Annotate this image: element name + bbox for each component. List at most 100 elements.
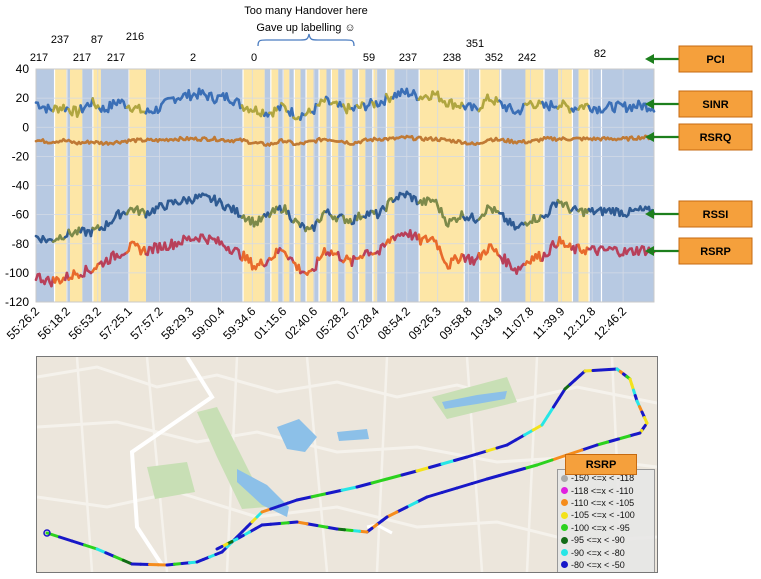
legend-label: -100 <=x < -95 [571, 522, 630, 533]
route-segment [405, 500, 419, 509]
route-segment [58, 535, 74, 543]
route-segment [546, 405, 555, 418]
series-segment [290, 107, 295, 119]
series-segment [108, 252, 113, 265]
x-tick-label: 02:40.6 [282, 304, 320, 342]
map-water [442, 391, 507, 409]
plot-frame [35, 68, 655, 303]
legend-item: -80 <=x < -50 [558, 559, 654, 571]
arrow-head-icon [645, 54, 654, 64]
series-segment [312, 221, 318, 232]
route-segment [540, 414, 550, 427]
pci-label: 2 [190, 52, 196, 64]
pci-label: 82 [594, 48, 606, 60]
series-rssi [34, 190, 656, 244]
series-segment [537, 250, 543, 262]
legend-item: -95 <=x < -90 [558, 534, 654, 546]
x-tick-label: 11:39.9 [530, 304, 568, 342]
legend-dot-icon [561, 474, 568, 482]
route-segment [498, 470, 514, 477]
annotation-line-1: Too many Handover here [244, 5, 368, 17]
series-segment [448, 257, 453, 270]
x-axis-ticks: 55:26.256:18.256:53.257:25.157:57.258:29… [4, 304, 630, 342]
arrow-head-icon [645, 99, 654, 109]
x-tick-label: 05:28.2 [313, 304, 351, 342]
route-segment [470, 477, 489, 485]
callout-label: RSSI [703, 209, 729, 221]
route-segment [440, 459, 456, 466]
x-tick-label: 55:26.2 [4, 304, 42, 342]
route-segment [310, 492, 329, 499]
map-park [147, 462, 195, 499]
route-segment [428, 462, 444, 469]
route-segment [523, 428, 535, 437]
legend-dot-icon [561, 561, 568, 569]
legend-dot-icon [561, 511, 568, 519]
route-segment [595, 440, 610, 447]
map-water [277, 419, 317, 452]
y-tick-label: 0 [22, 120, 29, 134]
series-segment [378, 244, 383, 256]
route-segment [535, 458, 554, 467]
rsrp-legend: -150 <=x < -118 -118 <=x < -110 -110 <=x <… [557, 469, 655, 572]
arrow-head-icon [645, 209, 654, 219]
route-segment [531, 423, 544, 432]
callout-box [678, 237, 753, 265]
route-segment [455, 482, 474, 490]
series-segment [547, 244, 553, 256]
route-segment [485, 474, 501, 481]
callout-box [678, 90, 753, 118]
route-segment [325, 488, 344, 495]
series-segment [573, 243, 579, 255]
x-tick-label: 09:58.8 [437, 304, 475, 342]
series-segment [127, 241, 132, 253]
callout-sinr: SINR [645, 90, 753, 118]
route-segment [113, 555, 125, 562]
legend-item: -110 <=x < -105 [558, 497, 654, 509]
series-segment [70, 105, 76, 117]
x-tick-label: 11:07.8 [499, 304, 537, 342]
map-street [37, 490, 657, 544]
route-segment [295, 495, 314, 502]
y-tick-label: -120 [5, 295, 29, 309]
series-rsrq [34, 134, 656, 147]
route-segment [510, 467, 526, 474]
legend-dot-icon [561, 549, 568, 557]
pci-label: 0 [251, 52, 257, 64]
route-segment [355, 481, 374, 489]
x-tick-label: 58:29.3 [158, 304, 196, 342]
pci-label: 237 [51, 34, 69, 46]
route-segment [425, 491, 444, 499]
legend-item: -100 <=x < -95 [558, 522, 654, 534]
route-segment [475, 449, 489, 456]
route-segment [415, 495, 429, 504]
legend-item: -118 <=x < -110 [558, 484, 654, 496]
pci-label: 217 [73, 52, 91, 64]
annotation-brace [257, 33, 355, 47]
y-tick-label: -20 [12, 149, 30, 163]
route-segment [465, 452, 479, 459]
route-segment [215, 545, 224, 551]
callout-pci: PCI [645, 45, 753, 73]
route-segment [315, 524, 329, 529]
legend-label: -118 <=x < -110 [571, 485, 634, 496]
series-segment [237, 248, 242, 260]
series-segment [312, 102, 318, 115]
pci-label: 242 [518, 52, 536, 64]
x-tick-label: 12:46.2 [591, 304, 629, 342]
legend-dot-icon [561, 487, 568, 495]
y-tick-label: -40 [12, 179, 30, 193]
legend-dot-icon [561, 524, 568, 532]
x-tick-label: 59:00.4 [189, 304, 227, 342]
route-segment [617, 434, 631, 441]
x-tick-label: 57:57.2 [128, 304, 166, 342]
annotation-line-2: Gave up labelling ☺ [256, 22, 355, 34]
rsrp-legend-title: RSRP [565, 454, 637, 475]
route-segment [395, 505, 409, 514]
legend-label: -110 <=x < -105 [571, 497, 635, 508]
callout-label: PCI [706, 54, 724, 66]
legend-label: -150 <=x < -118 [571, 473, 635, 484]
route-map[interactable]: -150 <=x < -118 -118 <=x < -110 -110 <=x <… [36, 356, 658, 573]
